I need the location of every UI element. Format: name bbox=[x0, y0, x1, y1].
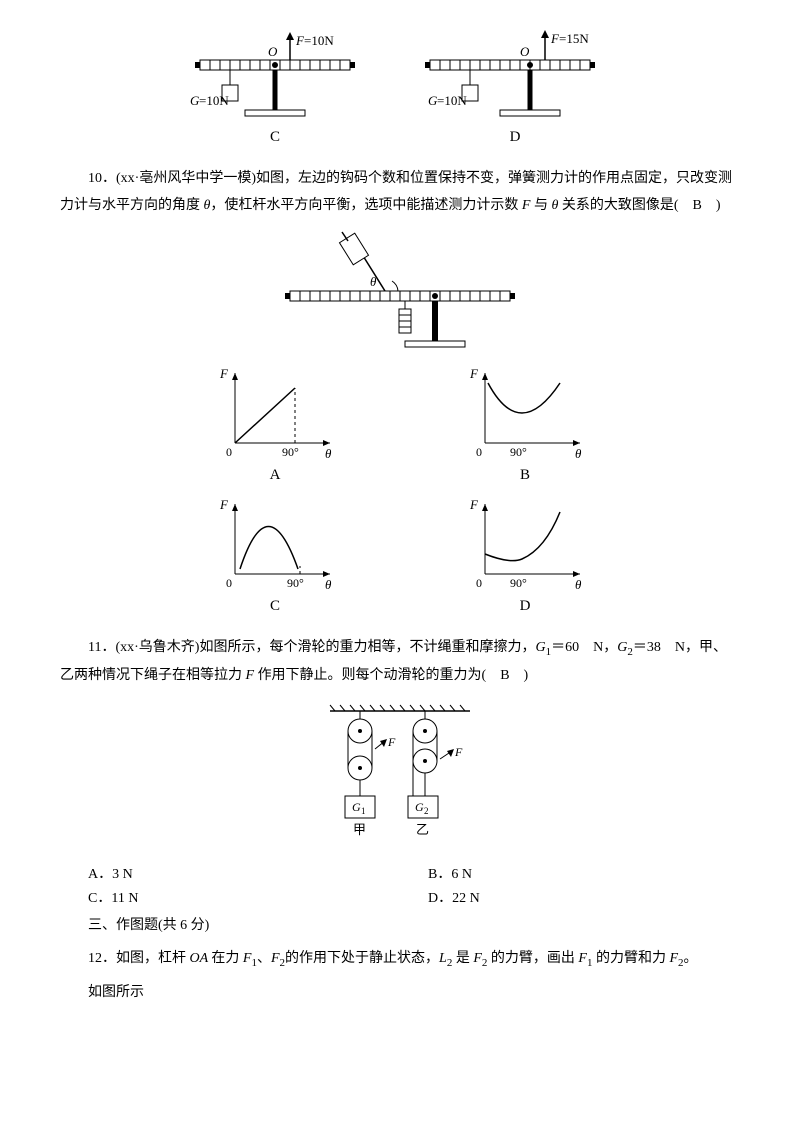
q11-t1: 如图所示，每个滑轮的重力相等，不计绳重和摩擦力， bbox=[199, 640, 535, 655]
q11-options-row1: A．3 N B．6 N bbox=[60, 863, 740, 883]
q10-t3: 与 bbox=[534, 198, 552, 213]
lever-c-caption: C bbox=[270, 129, 280, 146]
lever-d-caption: D bbox=[510, 129, 521, 146]
graph-d: F θ 0 90° D bbox=[460, 494, 590, 615]
svg-text:G: G bbox=[352, 800, 361, 814]
q12-t5: 是 bbox=[452, 951, 470, 966]
svg-text:1: 1 bbox=[361, 806, 366, 816]
svg-text:θ: θ bbox=[325, 446, 332, 461]
svg-text:θ: θ bbox=[575, 577, 582, 592]
q12-t2: 在力 bbox=[211, 951, 239, 966]
q12-f1b: F bbox=[575, 951, 587, 966]
q11-g1: G bbox=[535, 640, 545, 655]
graph-b-label: B bbox=[520, 467, 530, 484]
graph-c: F θ 0 90° C bbox=[210, 494, 340, 615]
q11-text: 11．(xx·乌鲁木齐)如图所示，每个滑轮的重力相等，不计绳重和摩擦力，G1＝6… bbox=[60, 635, 740, 689]
q11-t2: 作用下静止。则每个动滑轮的重力为( B ) bbox=[258, 668, 529, 683]
q11-opt-d: D．22 N bbox=[400, 887, 740, 907]
q10-t2: ，使杠杆水平方向平衡，选项中能描述测力计示数 bbox=[210, 198, 518, 213]
q12-t4: 的作用下处于静止状态， bbox=[285, 951, 439, 966]
q12-l2: L bbox=[439, 951, 447, 966]
q10-lever-svg: θ bbox=[270, 231, 530, 351]
svg-text:甲: 甲 bbox=[353, 822, 366, 837]
q12-t8: 。 bbox=[684, 951, 698, 966]
svg-text:F: F bbox=[219, 497, 229, 512]
q10-t4: 关系的大致图像是( B ) bbox=[562, 198, 721, 213]
graph-c-label: C bbox=[270, 598, 280, 615]
q11-diagram: F G 1 甲 F G 2 乙 bbox=[60, 701, 740, 851]
q11-source: (xx·乌鲁木齐) bbox=[115, 640, 199, 655]
q12-f2c: F bbox=[666, 951, 678, 966]
q12-f2b: F bbox=[470, 951, 482, 966]
lever-d-svg: O F =15N G =10N bbox=[420, 30, 610, 125]
svg-text:=10N: =10N bbox=[437, 93, 467, 108]
svg-text:F: F bbox=[454, 745, 463, 759]
svg-text:O: O bbox=[520, 44, 530, 59]
q11-F: F bbox=[242, 668, 258, 683]
svg-text:90°: 90° bbox=[510, 445, 527, 459]
svg-text:=10N: =10N bbox=[304, 33, 334, 48]
q10-text: 10．(xx·亳州风华中学一模)如图，左边的钩码个数和位置保持不变，弹簧测力计的… bbox=[60, 166, 740, 219]
graph-a-label: A bbox=[270, 467, 281, 484]
q11-opt-a: A．3 N bbox=[60, 863, 400, 883]
svg-text:0: 0 bbox=[226, 445, 232, 459]
svg-text:θ: θ bbox=[575, 446, 582, 461]
svg-text:F: F bbox=[387, 735, 396, 749]
q12-text: 12．如图，杠杆 OA 在力 F1、F2的作用下处于静止状态，L2 是 F2 的… bbox=[60, 946, 740, 974]
svg-text:θ: θ bbox=[325, 577, 332, 592]
svg-text:90°: 90° bbox=[282, 445, 299, 459]
graph-d-label: D bbox=[520, 598, 531, 615]
q11-pulley-svg: F G 1 甲 F G 2 乙 bbox=[320, 701, 480, 851]
svg-text:90°: 90° bbox=[287, 576, 304, 590]
q11-opt-c: C．11 N bbox=[60, 887, 400, 907]
svg-text:G: G bbox=[415, 800, 424, 814]
svg-text:F: F bbox=[219, 366, 229, 381]
q10-number: 10． bbox=[88, 171, 116, 186]
svg-text:0: 0 bbox=[476, 445, 482, 459]
q12-t7: 的力臂和力 bbox=[592, 951, 666, 966]
q12-t6: 的力臂，画出 bbox=[487, 951, 575, 966]
q10-graphs: F θ 0 90° A F θ 0 90° B bbox=[190, 363, 610, 615]
lever-c-svg: O F =10N G =10N bbox=[190, 30, 360, 125]
top-lever-figures: O F =10N G =10N C bbox=[60, 30, 740, 146]
q11-opt-b: B．6 N bbox=[400, 863, 740, 883]
q12-oa: OA bbox=[186, 951, 211, 966]
graph-b: F θ 0 90° B bbox=[460, 363, 590, 484]
svg-text:F: F bbox=[469, 366, 479, 381]
svg-text:0: 0 bbox=[476, 576, 482, 590]
svg-text:F: F bbox=[469, 497, 479, 512]
section3-heading: 三、作图题(共 6 分) bbox=[60, 913, 740, 940]
q12-number: 12． bbox=[88, 951, 116, 966]
q10-F: F bbox=[518, 198, 534, 213]
q11-number: 11． bbox=[88, 640, 115, 655]
q12-f2: F bbox=[271, 951, 280, 966]
q10-main-diagram: θ bbox=[60, 231, 740, 351]
q12-answer: 如图所示 bbox=[60, 980, 740, 1007]
q10-theta2: θ bbox=[551, 198, 561, 213]
svg-text:=15N: =15N bbox=[559, 31, 589, 46]
q11-g1v: ＝60 N， bbox=[551, 640, 617, 655]
lever-figure-d: O F =15N G =10N D bbox=[420, 30, 610, 146]
lever-figure-c: O F =10N G =10N C bbox=[190, 30, 360, 146]
q10-source: (xx·亳州风华中学一模) bbox=[116, 171, 256, 186]
svg-text:90°: 90° bbox=[510, 576, 527, 590]
svg-text:2: 2 bbox=[424, 806, 429, 816]
svg-text:θ: θ bbox=[370, 274, 377, 289]
q12-t1: 如图，杠杆 bbox=[116, 951, 186, 966]
q12-t3: 、 bbox=[257, 951, 271, 966]
svg-text:O: O bbox=[268, 44, 278, 59]
q11-g2: G bbox=[617, 640, 627, 655]
svg-text:0: 0 bbox=[226, 576, 232, 590]
svg-text:=10N: =10N bbox=[199, 93, 229, 108]
svg-text:乙: 乙 bbox=[416, 822, 429, 837]
graph-a: F θ 0 90° A bbox=[210, 363, 340, 484]
q11-options-row2: C．11 N D．22 N bbox=[60, 887, 740, 907]
q12-f1: F bbox=[239, 951, 251, 966]
